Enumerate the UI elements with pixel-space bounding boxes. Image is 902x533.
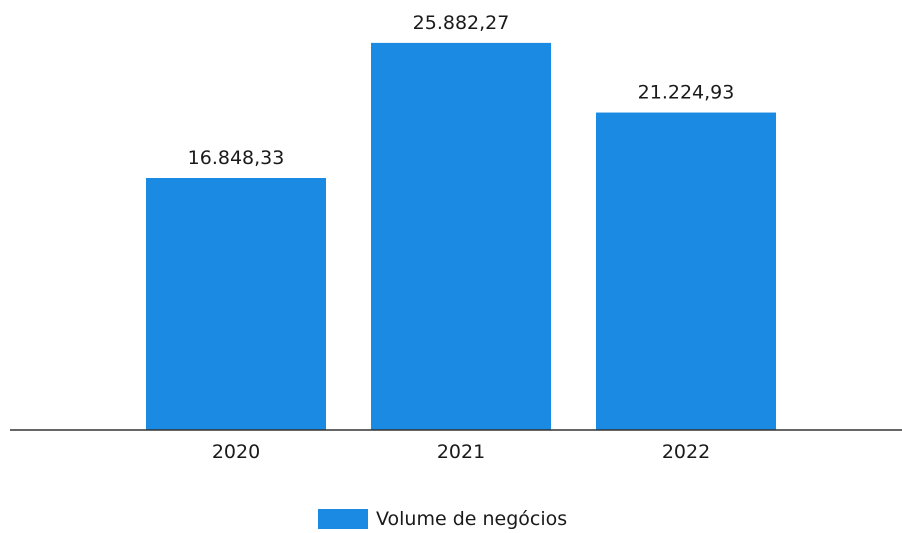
x-tick-2022: 2022 (662, 441, 710, 463)
data-label-2020: 16.848,33 (188, 147, 285, 169)
data-labels: 16.848,33 25.882,27 21.224,93 (188, 12, 735, 169)
data-label-2021: 25.882,27 (413, 12, 510, 34)
bar-2022 (596, 112, 776, 430)
bar-2021 (371, 42, 551, 430)
bars-group (146, 42, 776, 430)
bar-2020 (146, 178, 326, 430)
x-tick-2021: 2021 (437, 441, 485, 463)
legend-label: Volume de negócios (376, 508, 568, 530)
legend: Volume de negócios (318, 506, 567, 532)
x-tick-labels: 2020 2021 2022 (212, 441, 710, 463)
data-label-2022: 21.224,93 (638, 82, 735, 104)
x-tick-2020: 2020 (212, 441, 260, 463)
legend-swatch (318, 509, 368, 529)
